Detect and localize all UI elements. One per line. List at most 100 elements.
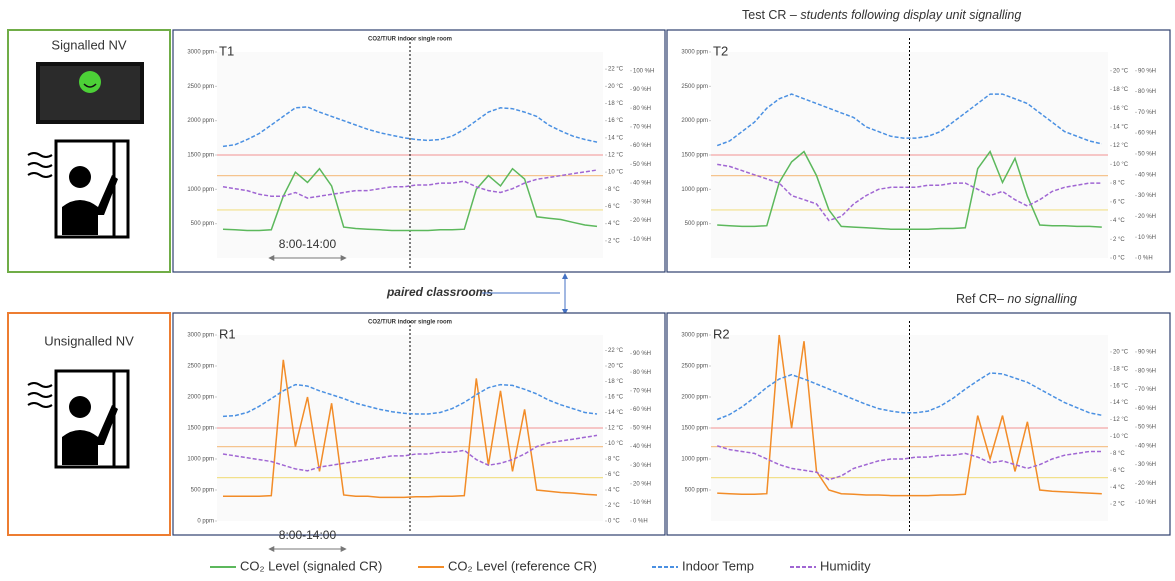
y-tick-label: 1000 ppm — [681, 187, 708, 193]
y2-tick-label: 4 °C — [608, 488, 620, 494]
test-cr-note: students following display unit signalli… — [800, 8, 1021, 22]
y-tick-label: 1500 ppm — [681, 153, 708, 159]
series-line — [717, 163, 1102, 222]
y-tick-label: 1500 ppm — [187, 426, 214, 432]
y3-tick-label: 0 %H — [1138, 256, 1153, 262]
y3-tick-label: 10 %H — [1138, 500, 1156, 506]
ref-cr-label: Ref CR– no signalling — [956, 292, 1077, 306]
y3-tick-label: 90 %H — [1138, 349, 1156, 355]
y-tick-label: 1000 ppm — [681, 457, 708, 463]
y3-tick-label: 10 %H — [633, 237, 651, 243]
y3-tick-label: 60 %H — [633, 143, 651, 149]
y-tick-label: 3000 ppm — [681, 50, 708, 56]
y2-tick-label: 20 °C — [1113, 68, 1129, 74]
unsignalled-box — [7, 312, 171, 536]
test-cr: Test CR – — [742, 8, 800, 22]
y3-tick-label: 90 %H — [633, 351, 651, 357]
y2-tick-label: 8 °C — [608, 187, 620, 193]
y2-tick-label: 4 °C — [1113, 218, 1125, 224]
y-tick-label: 2000 ppm — [681, 118, 708, 124]
y2-tick-label: 20 °C — [608, 364, 624, 370]
y2-tick-label: 14 °C — [608, 135, 624, 141]
y-tick-label: 3000 ppm — [681, 333, 708, 339]
y2-tick-label: 6 °C — [608, 472, 620, 478]
y2-tick-label: 10 °C — [1113, 162, 1129, 168]
ref-cr-note: no signalling — [1007, 292, 1077, 306]
series-line — [222, 434, 598, 472]
y3-tick-label: 20 %H — [633, 218, 651, 224]
y3-tick-label: 50 %H — [633, 162, 651, 168]
y3-tick-label: 90 %H — [1138, 68, 1156, 74]
paired-label: paired classrooms — [386, 285, 493, 299]
y3-tick-label: 20 %H — [633, 481, 651, 487]
y3-tick-label: 40 %H — [633, 444, 651, 450]
y3-tick-label: 30 %H — [1138, 462, 1156, 468]
y2-tick-label: 10 °C — [608, 441, 624, 447]
y2-tick-label: 16 °C — [608, 118, 624, 124]
panel-label: R1 — [219, 326, 236, 341]
y2-tick-label: 8 °C — [1113, 451, 1125, 457]
series-line — [716, 372, 1102, 421]
y3-tick-label: 80 %H — [1138, 368, 1156, 374]
display-icon — [36, 62, 144, 124]
y2-tick-label: 14 °C — [608, 410, 624, 416]
y-tick-label: 2500 ppm — [681, 84, 708, 90]
y3-tick-label: 100 %H — [633, 68, 654, 74]
y3-tick-label: 70 %H — [1138, 387, 1156, 393]
y2-tick-label: 6 °C — [1113, 199, 1125, 205]
y3-tick-label: 50 %H — [633, 426, 651, 432]
series-line — [717, 334, 1102, 497]
y-tick-label: 2500 ppm — [681, 364, 708, 370]
legend-label: Indoor Temp — [682, 558, 754, 573]
y2-tick-label: 18 °C — [608, 101, 624, 107]
y-tick-label: 2000 ppm — [681, 395, 708, 401]
y-tick-label: 0 ppm — [197, 519, 214, 525]
y2-tick-label: 2 °C — [1113, 237, 1125, 243]
y3-tick-label: 60 %H — [633, 407, 651, 413]
y2-tick-label: 2 °C — [608, 503, 620, 509]
unsignalled-label: Unsignalled NV — [44, 333, 134, 348]
signalled-box — [7, 29, 171, 273]
y3-tick-label: 0 %H — [633, 519, 648, 525]
y2-tick-label: 18 °C — [1113, 87, 1129, 93]
series-line — [222, 167, 598, 232]
y2-tick-label: 8 °C — [1113, 181, 1125, 187]
y3-tick-label: 90 %H — [633, 87, 651, 93]
series-line — [222, 169, 598, 199]
legend-label: CO₂ Level (signaled CR) — [240, 558, 382, 573]
y2-tick-label: 4 °C — [608, 221, 620, 227]
y2-tick-label: 22 °C — [608, 67, 624, 73]
y2-tick-label: 14 °C — [1113, 400, 1129, 406]
y3-tick-label: 60 %H — [1138, 406, 1156, 412]
y-tick-label: 2000 ppm — [187, 118, 214, 124]
panel-label: T1 — [219, 43, 234, 58]
y3-tick-label: 20 %H — [1138, 214, 1156, 220]
y3-tick-label: 30 %H — [1138, 193, 1156, 199]
test-cr-label: Test CR – students following display uni… — [742, 8, 1021, 22]
y3-tick-label: 70 %H — [1138, 110, 1156, 116]
y3-tick-label: 20 %H — [1138, 481, 1156, 487]
y2-tick-label: 6 °C — [608, 204, 620, 210]
y3-tick-label: 40 %H — [1138, 172, 1156, 178]
y2-tick-label: 10 °C — [608, 170, 624, 176]
y2-tick-label: 20 °C — [608, 84, 624, 90]
y2-tick-label: 18 °C — [1113, 366, 1129, 372]
series-line — [222, 383, 598, 418]
y-tick-label: 1500 ppm — [681, 426, 708, 432]
y3-tick-label: 50 %H — [1138, 425, 1156, 431]
y3-tick-label: 10 %H — [1138, 235, 1156, 241]
y-tick-label: 1000 ppm — [187, 187, 214, 193]
y-tick-label: 3000 ppm — [187, 50, 214, 56]
y-tick-label: 2500 ppm — [187, 364, 214, 370]
y-tick-label: 2500 ppm — [187, 84, 214, 90]
y3-tick-label: 70 %H — [633, 388, 651, 394]
series-line — [716, 445, 1102, 481]
y2-tick-label: 12 °C — [1113, 143, 1129, 149]
series-line — [716, 93, 1102, 147]
person-window-icon — [27, 369, 130, 469]
y3-tick-label: 30 %H — [633, 463, 651, 469]
y-tick-label: 1500 ppm — [187, 153, 214, 159]
y2-tick-label: 12 °C — [608, 426, 624, 432]
y2-tick-label: 6 °C — [1113, 468, 1125, 474]
y2-tick-label: 12 °C — [608, 153, 624, 159]
